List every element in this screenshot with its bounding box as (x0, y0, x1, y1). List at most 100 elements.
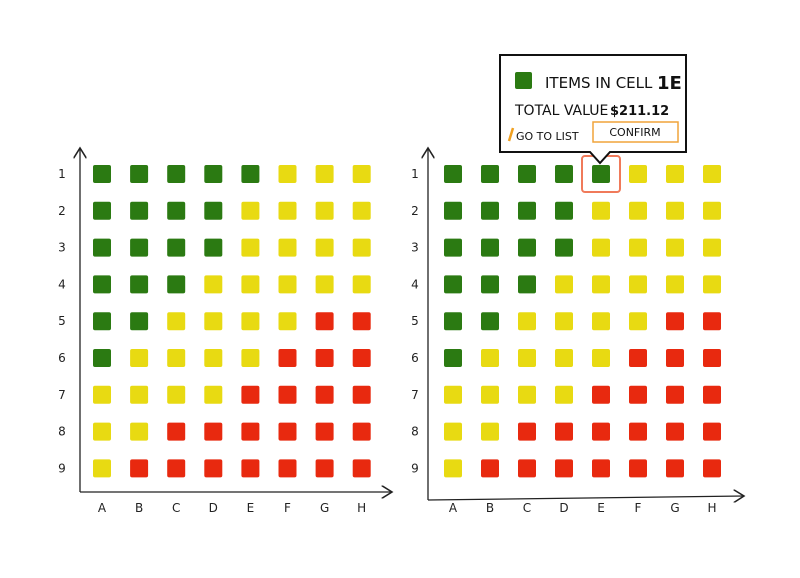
cell-9E[interactable] (241, 459, 260, 478)
confirm-button[interactable]: CONFIRM (592, 121, 679, 143)
cell-8G[interactable] (315, 422, 334, 441)
cell-4H[interactable] (352, 275, 371, 294)
cell-9A[interactable] (93, 459, 111, 478)
cell-7F[interactable] (629, 385, 647, 404)
cell-2B[interactable] (130, 201, 149, 220)
cell-7A[interactable] (93, 385, 111, 404)
cell-3B[interactable] (130, 238, 149, 257)
cell-2H[interactable] (703, 201, 721, 220)
cell-8E[interactable] (241, 422, 260, 441)
cell-6F[interactable] (629, 349, 647, 367)
cell-9G[interactable] (666, 459, 684, 478)
cell-7E[interactable] (241, 385, 260, 404)
cell-1E[interactable] (241, 165, 260, 183)
cell-2E[interactable] (241, 201, 260, 220)
cell-1D[interactable] (204, 165, 223, 183)
cell-8B[interactable] (481, 422, 499, 441)
cell-2B[interactable] (481, 201, 499, 220)
cell-2C[interactable] (518, 201, 536, 220)
cell-4E[interactable] (241, 275, 260, 294)
cell-9A[interactable] (444, 459, 462, 478)
cell-4G[interactable] (315, 275, 334, 294)
cell-1H[interactable] (703, 165, 721, 183)
cell-7G[interactable] (666, 385, 684, 404)
cell-4A[interactable] (93, 275, 111, 294)
cell-7B[interactable] (130, 385, 149, 404)
confirm-button-label[interactable]: CONFIRM (609, 126, 660, 139)
cell-7E[interactable] (592, 385, 610, 404)
cell-8G[interactable] (666, 422, 684, 441)
cell-6B[interactable] (481, 349, 499, 367)
cell-8F[interactable] (278, 422, 297, 441)
cell-8H[interactable] (352, 422, 371, 441)
cell-7C[interactable] (518, 385, 536, 404)
cell-4C[interactable] (167, 275, 186, 294)
cell-4B[interactable] (130, 275, 149, 294)
cell-5B[interactable] (130, 312, 149, 331)
cell-7C[interactable] (167, 385, 186, 404)
cell-6C[interactable] (167, 349, 186, 367)
cell-7D[interactable] (555, 385, 573, 404)
cell-9B[interactable] (481, 459, 499, 478)
cell-3F[interactable] (629, 238, 647, 257)
cell-4H[interactable] (703, 275, 721, 294)
cell-9C[interactable] (167, 459, 186, 478)
cell-6E[interactable] (592, 349, 610, 367)
cell-4C[interactable] (518, 275, 536, 294)
cell-9D[interactable] (555, 459, 573, 478)
cell-5E[interactable] (241, 312, 260, 331)
cell-1G[interactable] (666, 165, 684, 183)
cell-3G[interactable] (315, 238, 334, 257)
cell-7G[interactable] (315, 385, 334, 404)
cell-8F[interactable] (629, 422, 647, 441)
cell-3G[interactable] (666, 238, 684, 257)
cell-5G[interactable] (315, 312, 334, 331)
cell-2F[interactable] (629, 201, 647, 220)
cell-4F[interactable] (278, 275, 297, 294)
cell-8H[interactable] (703, 422, 721, 441)
cell-1E[interactable] (592, 165, 610, 183)
cell-3H[interactable] (703, 238, 721, 257)
cell-2A[interactable] (444, 201, 462, 220)
cell-6E[interactable] (241, 349, 260, 367)
cell-6A[interactable] (93, 349, 111, 367)
cell-3E[interactable] (241, 238, 260, 257)
cell-2D[interactable] (555, 201, 573, 220)
cell-6H[interactable] (352, 349, 371, 367)
cell-9H[interactable] (352, 459, 371, 478)
cell-6D[interactable] (555, 349, 573, 367)
cell-2F[interactable] (278, 201, 297, 220)
cell-3A[interactable] (93, 238, 111, 257)
cell-5D[interactable] (204, 312, 223, 331)
cell-5C[interactable] (167, 312, 186, 331)
cell-5C[interactable] (518, 312, 536, 331)
cell-2H[interactable] (352, 201, 371, 220)
cell-1H[interactable] (352, 165, 371, 183)
cell-3C[interactable] (518, 238, 536, 257)
cell-9D[interactable] (204, 459, 223, 478)
cell-8A[interactable] (93, 422, 111, 441)
cell-6B[interactable] (130, 349, 149, 367)
cell-5E[interactable] (592, 312, 610, 331)
cell-5H[interactable] (352, 312, 371, 331)
cell-7H[interactable] (352, 385, 371, 404)
cell-8E[interactable] (592, 422, 610, 441)
cell-9F[interactable] (278, 459, 297, 478)
cell-9H[interactable] (703, 459, 721, 478)
cell-7B[interactable] (481, 385, 499, 404)
cell-5H[interactable] (703, 312, 721, 331)
cell-5D[interactable] (555, 312, 573, 331)
cell-9E[interactable] (592, 459, 610, 478)
cell-4D[interactable] (204, 275, 223, 294)
cell-2G[interactable] (315, 201, 334, 220)
cell-6D[interactable] (204, 349, 223, 367)
cell-1C[interactable] (518, 165, 536, 183)
cell-6H[interactable] (703, 349, 721, 367)
cell-1C[interactable] (167, 165, 186, 183)
cell-3B[interactable] (481, 238, 499, 257)
cell-3E[interactable] (592, 238, 610, 257)
cell-2C[interactable] (167, 201, 186, 220)
cell-5B[interactable] (481, 312, 499, 331)
cell-5A[interactable] (444, 312, 462, 331)
cell-1A[interactable] (93, 165, 111, 183)
